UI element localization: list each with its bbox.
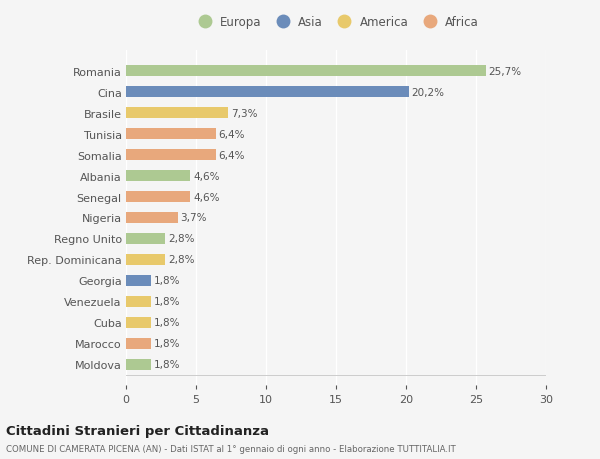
Text: 3,7%: 3,7% [181, 213, 207, 223]
Bar [126, 359, 151, 370]
Text: 1,8%: 1,8% [154, 318, 181, 328]
Text: 6,4%: 6,4% [218, 150, 245, 160]
Text: 2,8%: 2,8% [168, 255, 194, 265]
Bar [126, 317, 151, 329]
Text: 4,6%: 4,6% [193, 192, 220, 202]
Text: COMUNE DI CAMERATA PICENA (AN) - Dati ISTAT al 1° gennaio di ogni anno - Elabora: COMUNE DI CAMERATA PICENA (AN) - Dati IS… [6, 444, 456, 453]
Legend: Europa, Asia, America, Africa: Europa, Asia, America, Africa [193, 16, 479, 29]
Bar [126, 212, 178, 224]
Bar [126, 66, 486, 77]
Text: 6,4%: 6,4% [218, 129, 245, 139]
Bar [126, 150, 215, 161]
Text: 2,8%: 2,8% [168, 234, 194, 244]
Bar [126, 129, 215, 140]
Text: 7,3%: 7,3% [231, 108, 257, 118]
Text: Cittadini Stranieri per Cittadinanza: Cittadini Stranieri per Cittadinanza [6, 425, 269, 437]
Bar [126, 338, 151, 349]
Text: 1,8%: 1,8% [154, 276, 181, 286]
Bar [126, 107, 228, 119]
Text: 1,8%: 1,8% [154, 297, 181, 307]
Bar [126, 296, 151, 308]
Text: 25,7%: 25,7% [488, 67, 522, 77]
Bar [126, 87, 409, 98]
Bar [126, 254, 165, 266]
Bar [126, 275, 151, 286]
Text: 20,2%: 20,2% [412, 87, 445, 97]
Text: 4,6%: 4,6% [193, 171, 220, 181]
Text: 1,8%: 1,8% [154, 339, 181, 349]
Bar [126, 191, 190, 203]
Bar [126, 233, 165, 245]
Bar [126, 170, 190, 182]
Text: 1,8%: 1,8% [154, 359, 181, 369]
